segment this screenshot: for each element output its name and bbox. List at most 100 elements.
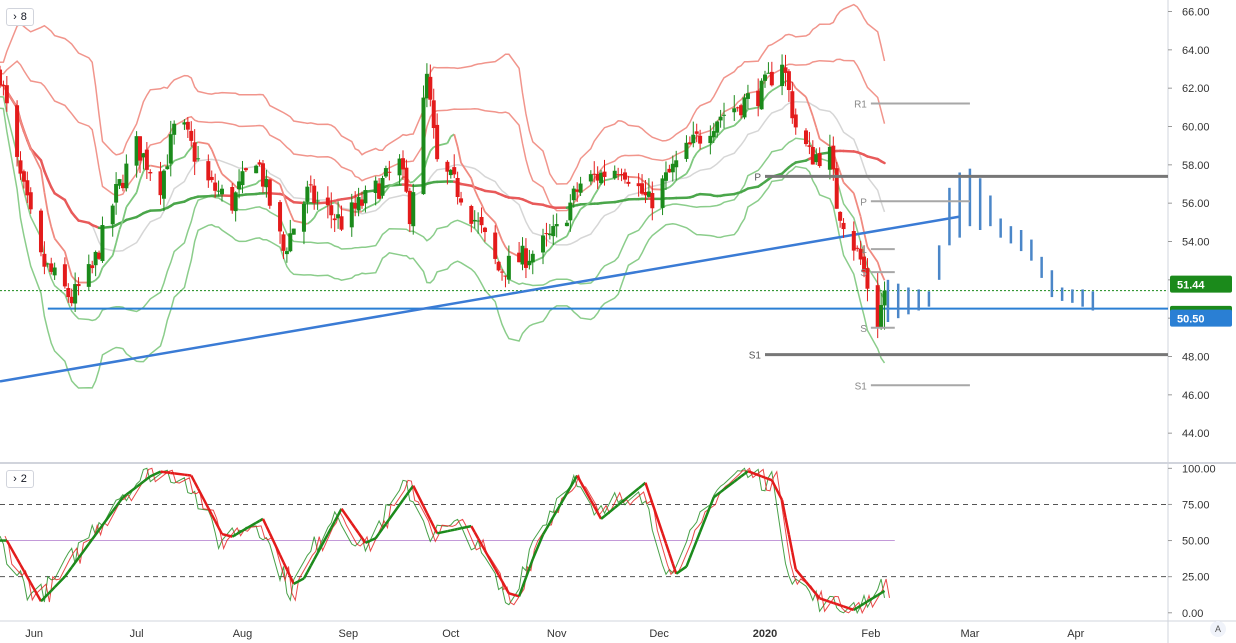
candle-body: [838, 211, 843, 221]
candle-body: [670, 163, 675, 173]
candlestick-series: [0, 54, 887, 339]
time-tick-label: Jul: [130, 628, 144, 640]
osc-slow-line-segment: [787, 534, 794, 553]
short-moving-average-segment: [644, 181, 650, 186]
short-moving-average-segment: [426, 150, 432, 161]
candle-body: [42, 253, 47, 267]
candle-body: [551, 226, 556, 237]
candle-body: [619, 174, 624, 176]
long-moving-average-segment: [39, 159, 46, 173]
candle-body: [694, 131, 699, 134]
osc-slow-line-segment: [805, 581, 811, 587]
candle-body: [592, 173, 597, 175]
short-moving-average-segment: [64, 251, 70, 265]
price-tag-label: 50.50: [1177, 314, 1205, 326]
osc-pane-indicators-button[interactable]: › 2: [6, 470, 34, 488]
candle-body: [674, 160, 679, 168]
candle-body: [786, 71, 791, 91]
candle-body: [288, 233, 293, 252]
short-moving-average-segment: [98, 267, 104, 277]
short-moving-average-segment: [484, 211, 496, 224]
short-moving-average-segment: [150, 164, 161, 169]
osc-slow-line-segment: [508, 592, 520, 598]
osc-slow-line-segment: [791, 551, 797, 570]
candle-body: [148, 171, 153, 174]
candle-body: [448, 169, 453, 176]
candle-body: [735, 107, 740, 109]
short-moving-average-segment: [210, 149, 216, 159]
osc-slow-line-segment: [757, 473, 763, 478]
candle-body: [209, 176, 214, 180]
auto-scale-button[interactable]: A: [1210, 621, 1226, 637]
long-moving-average-segment: [879, 159, 886, 165]
osc-signal-line: [4, 467, 890, 615]
short-moving-average-segment: [672, 179, 677, 186]
candle-body: [588, 174, 593, 182]
short-moving-average-segment: [689, 158, 695, 169]
short-moving-average-segment: [545, 248, 551, 253]
price-tick-label: 62.00: [1182, 83, 1210, 95]
candle-body: [76, 283, 81, 287]
osc-slow-line-segment: [794, 568, 807, 583]
osc-slow-line-segment: [125, 485, 138, 496]
short-moving-average-segment: [217, 166, 223, 175]
osc-tick-label: 50.00: [1182, 536, 1210, 548]
osc-slow-line-segment: [364, 537, 377, 545]
short-moving-average-segment: [638, 176, 643, 181]
short-moving-average-segment: [67, 264, 73, 277]
osc-slow-line-segment: [736, 475, 742, 481]
candle-body: [25, 180, 30, 196]
long-moving-average-segment: [43, 169, 50, 181]
candle-body: [493, 232, 498, 259]
osc-slow-line-segment: [238, 529, 244, 534]
short-moving-average-segment: [310, 217, 315, 222]
short-moving-average-segment: [556, 235, 568, 243]
short-moving-average-segment: [91, 279, 97, 283]
osc-slow-line-segment: [780, 499, 787, 518]
osc-slow-line-segment: [265, 525, 271, 534]
candle-body: [120, 182, 125, 189]
osc-slow-line-segment: [477, 537, 483, 546]
osc-slow-line-segment: [22, 570, 29, 578]
candle-body: [554, 224, 559, 227]
candle-body: [578, 183, 583, 193]
candle-body: [49, 263, 54, 272]
candle-body: [650, 192, 655, 209]
candle-body: [356, 197, 361, 211]
short-moving-average-segment: [856, 204, 862, 217]
candle-body: [834, 168, 839, 209]
chevron-right-icon: ›: [13, 473, 17, 485]
candle-body: [243, 168, 248, 171]
candle-body: [879, 304, 884, 328]
candle-body: [445, 161, 450, 172]
short-moving-average-segment: [187, 147, 192, 153]
osc-slow-line-segment: [521, 577, 528, 588]
main-pane-indicators-button[interactable]: › 8: [6, 8, 34, 26]
candle-body: [21, 171, 26, 182]
outer-lower-band: [0, 107, 886, 389]
osc-slow-line-segment: [306, 565, 312, 573]
short-moving-average-segment: [480, 203, 486, 213]
price-tag-box: [1170, 275, 1232, 293]
osc-slow-line-segment: [579, 481, 592, 501]
short-moving-average-segment: [375, 200, 380, 205]
osc-slow-line-segment: [545, 522, 551, 530]
short-moving-average-segment: [470, 178, 476, 191]
candle-body: [117, 179, 122, 186]
short-moving-average-segment: [337, 203, 343, 210]
candle-body: [472, 219, 477, 222]
osc-slow-line-segment: [698, 505, 712, 533]
short-moving-average-segment: [866, 246, 879, 263]
time-tick-label: 2020: [753, 628, 777, 640]
candle-body: [435, 124, 440, 160]
short-moving-average-segment: [713, 135, 718, 142]
long-moving-average-segment: [866, 155, 879, 161]
osc-slow-line-segment: [719, 488, 725, 494]
candle-body: [506, 255, 511, 280]
candle-body: [421, 97, 426, 195]
candle-body: [144, 149, 149, 170]
candle-body: [86, 264, 91, 287]
osc-slow-line-segment: [668, 553, 674, 565]
candle-body: [500, 271, 505, 273]
